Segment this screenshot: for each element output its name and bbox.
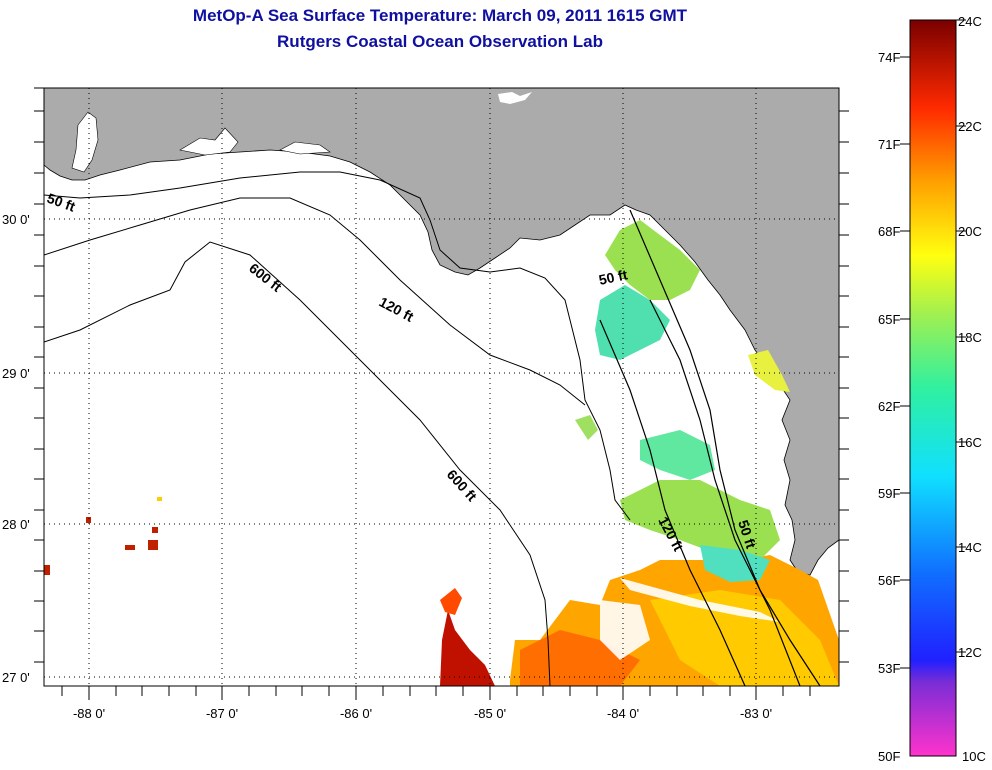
lon-label: -83 0' [740, 706, 772, 721]
colorbar-c-label: 22C [958, 119, 982, 134]
lat-label: 27 0' [2, 670, 30, 685]
colorbar-f-label: 50F [878, 749, 900, 764]
lat-label: 28 0' [2, 517, 30, 532]
colorbar-c-label: 16C [958, 435, 982, 450]
contour-120ft [44, 197, 586, 406]
colorbar-c-label: 14C [958, 540, 982, 555]
colorbar-c-label: 10C [962, 749, 986, 764]
bay-water [179, 127, 239, 156]
colorbar-f-label: 68F [878, 224, 900, 239]
lat-label: 29 0' [2, 366, 30, 381]
sst-warm-patch [440, 588, 462, 615]
lon-label: -87 0' [206, 706, 238, 721]
colorbar-f-label: 56F [878, 573, 900, 588]
bay-water [71, 111, 99, 173]
sst-green-patch [575, 415, 598, 440]
colorbar-f-label: 59F [878, 486, 900, 501]
lon-label: -84 0' [607, 706, 639, 721]
lon-label: -86 0' [340, 706, 372, 721]
sst-yellow-patch [748, 350, 790, 392]
contour-coastal [599, 319, 746, 686]
bay-water [279, 141, 331, 155]
colorbar [909, 19, 957, 757]
sst-teal-patch [640, 430, 715, 480]
colorbar-f-label: 65F [878, 312, 900, 327]
sst-hot-patch [440, 610, 495, 686]
contour-label: 50 ft [597, 266, 629, 288]
map-title: MetOp-A Sea Surface Temperature: March 0… [192, 6, 688, 25]
contour-coastal [629, 209, 821, 686]
colorbar-f-label: 71F [878, 137, 900, 152]
lon-label: -85 0' [474, 706, 506, 721]
colorbar-f-label: 53F [878, 661, 900, 676]
sst-green-patch [620, 480, 780, 560]
lat-label: 30 0' [2, 212, 30, 227]
colorbar-f-label: 74F [878, 50, 900, 65]
colorbar-c-label: 12C [958, 645, 982, 660]
colorbar-c-label: 24C [958, 14, 982, 29]
sst-orange-patch [520, 630, 640, 686]
axis-ticks [34, 87, 849, 700]
contour-coastal [649, 299, 801, 686]
colorbar-f-label: 62F [878, 399, 900, 414]
map-frame [43, 87, 840, 687]
sst-green-patch [605, 220, 700, 300]
lon-label: -88 0' [73, 706, 105, 721]
colorbar-c-label: 18C [958, 330, 982, 345]
lake-water [498, 92, 532, 104]
cloud-patch [600, 600, 650, 660]
contour-600ft [44, 241, 551, 686]
colorbar-c-label: 20C [958, 224, 982, 239]
map-subtitle: Rutgers Coastal Ocean Observation Lab [277, 32, 603, 51]
cloud-streak [620, 578, 780, 622]
colorbar-ticks [900, 19, 966, 669]
contour-50ft [44, 171, 631, 521]
sst-yellow-patch [650, 590, 839, 686]
